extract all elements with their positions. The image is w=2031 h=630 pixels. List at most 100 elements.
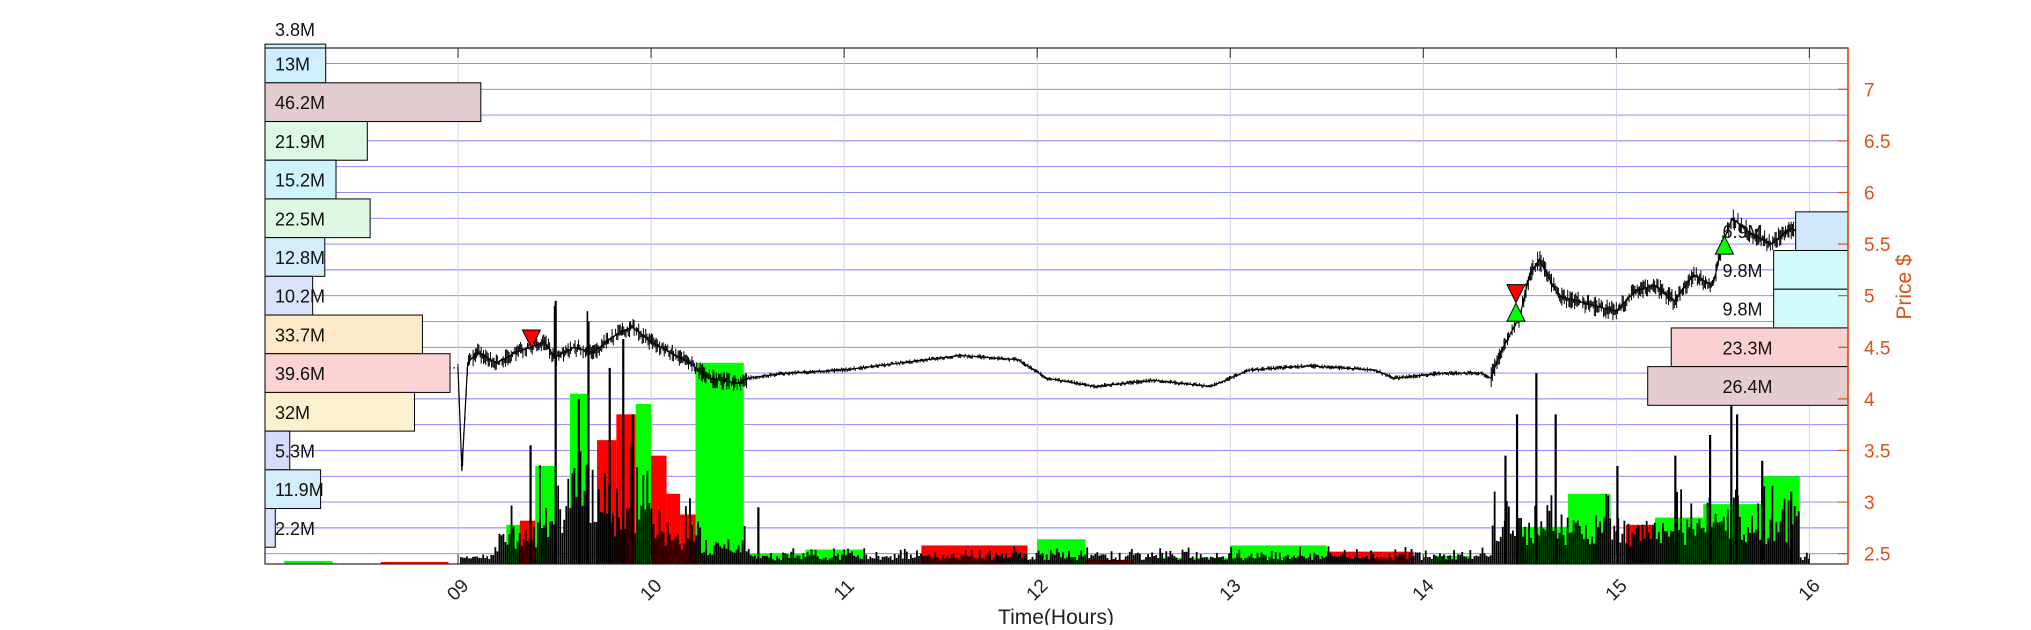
volume-bar	[1530, 537, 1533, 564]
volume-bar	[1252, 558, 1255, 564]
volume-bar	[865, 554, 868, 564]
volume-bar	[1062, 552, 1064, 564]
volume-bar	[824, 557, 827, 564]
volume-bar	[541, 528, 543, 564]
volume-bar	[950, 554, 953, 564]
volume-bar	[1805, 552, 1808, 564]
volume-bar	[1532, 543, 1535, 564]
volume-bar	[1157, 558, 1160, 564]
volume-bar	[1122, 559, 1125, 564]
volume-bar	[680, 549, 683, 564]
volume-bar	[1511, 530, 1514, 564]
volume-bar	[642, 475, 645, 564]
volume-bar	[498, 533, 501, 564]
volume-bar	[636, 467, 639, 564]
volume-bar	[591, 469, 594, 564]
volume-bar	[1143, 559, 1145, 564]
volume-bar	[1633, 534, 1636, 564]
volume-profile-right-bar	[1773, 250, 1849, 290]
volume-bar	[901, 558, 904, 564]
sell-marker	[521, 329, 542, 350]
volume-bar	[1059, 557, 1062, 564]
volume-bar	[1483, 553, 1486, 564]
volume-bar	[516, 541, 519, 564]
volume-bar	[1497, 541, 1500, 564]
volume-bar	[1562, 535, 1565, 564]
volume-bar	[605, 513, 608, 564]
volume-bar	[1132, 554, 1135, 564]
volume-bar	[1043, 560, 1046, 564]
volume-bar	[1807, 558, 1810, 564]
volume-bar	[599, 511, 602, 564]
volume-bar	[1047, 559, 1050, 564]
volume-bar	[770, 553, 772, 564]
volume-bar	[1284, 556, 1287, 564]
volume-bar	[1181, 549, 1184, 564]
volume-bar	[1773, 541, 1776, 564]
volume-profile-left-bar	[264, 198, 371, 239]
volume-bar	[670, 540, 673, 564]
volume-bar	[980, 558, 983, 564]
volume-bar	[1191, 556, 1194, 564]
volume-bar	[612, 513, 614, 564]
volume-bar	[1209, 556, 1212, 564]
volume-bar	[717, 543, 720, 564]
volume-bar	[1443, 554, 1445, 564]
volume-bar	[1295, 557, 1297, 564]
volume-bar	[1477, 556, 1480, 564]
volume-bar	[907, 559, 910, 564]
volume-bar	[1645, 520, 1648, 564]
volume-bar	[1514, 535, 1516, 564]
volume-bar	[1153, 555, 1156, 564]
volume-bar	[938, 557, 941, 564]
volume-bar	[1522, 536, 1524, 564]
volume-bar	[1347, 556, 1350, 564]
volume-bar	[1236, 553, 1239, 564]
volume-spike	[554, 300, 557, 564]
volume-bar	[1439, 553, 1441, 564]
volume-bar	[1159, 548, 1162, 564]
volume-spike	[757, 507, 760, 564]
volume-bar	[909, 554, 912, 564]
volume-bar	[828, 558, 831, 564]
volume-bar	[1090, 554, 1093, 564]
volume-bar	[940, 560, 943, 564]
volume-block	[695, 362, 744, 564]
volume-bar	[543, 525, 545, 564]
volume-bar	[1455, 559, 1458, 564]
volume-bar	[837, 553, 839, 564]
volume-bar	[1457, 554, 1460, 564]
volume-bar	[778, 558, 781, 564]
volume-profile-right-label: 23.3M	[1723, 338, 1773, 358]
volume-bar	[871, 558, 874, 564]
volume-bar	[891, 559, 894, 564]
volume-bar	[1276, 559, 1279, 564]
volume-bar	[522, 539, 525, 564]
volume-bar	[532, 527, 535, 564]
volume-bar	[1578, 526, 1581, 564]
volume-bar	[1228, 553, 1231, 564]
volume-bar	[662, 532, 665, 564]
volume-bar	[1712, 522, 1715, 564]
volume-bar	[1591, 536, 1593, 564]
volume-bar	[1110, 551, 1113, 564]
volume-bar	[1528, 522, 1531, 564]
volume-bar	[1019, 552, 1022, 564]
volume-bar	[1499, 536, 1502, 564]
volume-bar	[1732, 497, 1735, 564]
volume-bar	[1248, 556, 1251, 564]
volume-bar	[1124, 556, 1127, 564]
volume-bar	[743, 526, 746, 564]
volume-bar	[1670, 530, 1672, 564]
volume-bar	[689, 498, 691, 564]
volume-bar	[762, 555, 764, 564]
volume-bar	[747, 548, 750, 564]
volume-bar	[1242, 559, 1245, 564]
volume-bar	[634, 533, 637, 564]
y-tick-label: 7	[1864, 80, 1875, 101]
volume-bar	[518, 533, 521, 564]
volume-bar	[1451, 559, 1453, 564]
volume-profile-left-label: 22.5M	[275, 209, 325, 229]
volume-bar	[1361, 557, 1364, 564]
volume-bar	[1025, 553, 1028, 564]
